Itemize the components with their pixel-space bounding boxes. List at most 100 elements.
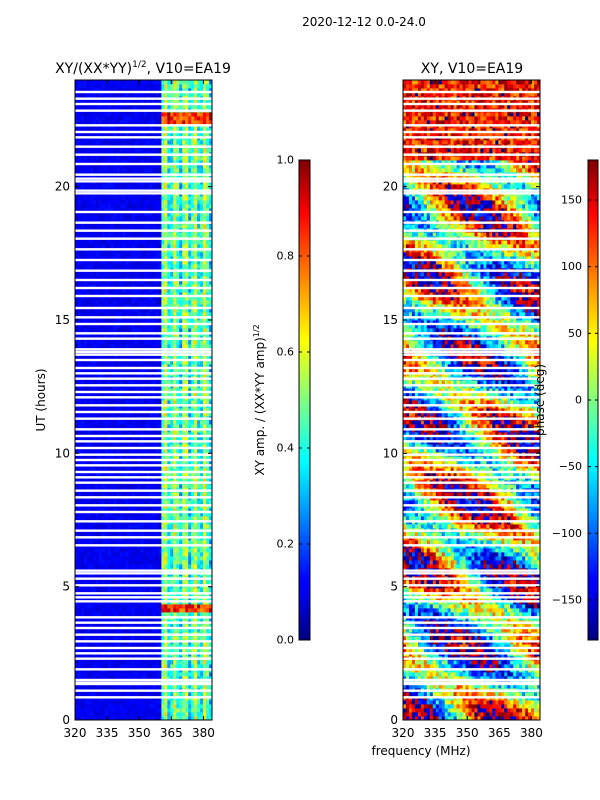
heatmap-cell: [80, 420, 85, 425]
heatmap-cell: [86, 380, 91, 385]
heatmap-cell: [77, 644, 82, 649]
heatmap-cell: [92, 400, 97, 405]
heatmap-cell: [104, 344, 109, 349]
heatmap-cell: [137, 516, 141, 521]
heatmap-cell: [75, 672, 79, 677]
heatmap-cell: [128, 420, 132, 425]
heatmap-cell: [149, 328, 153, 333]
heatmap-cell: [179, 516, 183, 521]
heatmap-cell: [113, 624, 118, 629]
heatmap-cell: [206, 548, 210, 553]
heatmap-cell: [95, 580, 100, 585]
heatmap-cell: [146, 328, 150, 333]
heatmap-cell: [185, 516, 189, 521]
heatmap-cell: [75, 400, 79, 405]
heatmap-cell: [107, 684, 112, 689]
heatmap-cell: [128, 708, 132, 713]
heatmap-cell: [143, 560, 147, 565]
heatmap-cell: [113, 400, 118, 405]
heatmap-cell: [200, 340, 204, 345]
heatmap-cell: [92, 628, 97, 633]
heatmap-cell: [137, 512, 141, 517]
heatmap-cell: [149, 684, 153, 689]
heatmap-cell: [203, 540, 207, 545]
heatmap-cell: [200, 580, 204, 585]
heatmap-cell: [134, 644, 138, 649]
heatmap-cell: [161, 684, 165, 689]
heatmap-cell: [83, 420, 88, 425]
heatmap-cell: [101, 612, 106, 617]
heatmap-cell: [170, 588, 174, 593]
heatmap-cell: [137, 636, 141, 641]
heatmap-cell: [203, 692, 207, 697]
heatmap-cell: [92, 492, 97, 497]
heatmap-cell: [149, 712, 153, 717]
heatmap-cell: [197, 484, 201, 489]
heatmap-cell: [206, 588, 210, 593]
heatmap-cell: [122, 340, 127, 345]
heatmap-cell: [185, 648, 189, 653]
heatmap-cell: [119, 312, 124, 317]
heatmap-cell: [75, 512, 79, 517]
heatmap-cell: [185, 708, 189, 713]
heatmap-cell: [191, 380, 195, 385]
heatmap-cell: [92, 344, 97, 349]
heatmap-cell: [170, 548, 174, 553]
heatmap-cell: [149, 700, 153, 705]
heatmap-cell: [173, 424, 177, 429]
heatmap-cell: [164, 516, 168, 521]
heatmap-cell: [173, 512, 177, 517]
heatmap-cell: [137, 692, 141, 697]
heatmap-cell: [122, 664, 127, 669]
heatmap-cell: [134, 684, 138, 689]
heatmap-cell: [89, 492, 94, 497]
heatmap-cell: [86, 552, 91, 557]
heatmap-cell: [89, 644, 94, 649]
heatmap-cell: [161, 552, 165, 557]
heatmap-cell: [146, 424, 150, 429]
heatmap-cell: [110, 564, 115, 569]
heatmap-cell: [116, 708, 121, 713]
heatmap-cell: [182, 500, 186, 505]
heatmap-cell: [209, 624, 213, 629]
heatmap-cell: [80, 628, 85, 633]
heatmap-cell: [140, 672, 144, 677]
heatmap-cell: [128, 560, 132, 565]
heatmap-cell: [143, 648, 147, 653]
heatmap-cell: [137, 424, 141, 429]
heatmap-cell: [167, 672, 171, 677]
heatmap-cell: [167, 644, 171, 649]
heatmap-cell: [95, 704, 100, 709]
heatmap-cell: [140, 604, 144, 609]
heatmap-cell: [104, 604, 109, 609]
heatmap-cell: [155, 604, 159, 609]
heatmap-cell: [113, 556, 118, 561]
heatmap-cell: [149, 704, 153, 709]
heatmap-cell: [113, 676, 118, 681]
heatmap-cell: [182, 328, 186, 333]
heatmap-cell: [119, 692, 124, 697]
heatmap-cell: [95, 312, 100, 317]
heatmap-cell: [176, 608, 180, 613]
heatmap-cell: [203, 532, 207, 537]
heatmap-cell: [146, 340, 150, 345]
heatmap-cell: [122, 380, 127, 385]
heatmap-cell: [113, 312, 118, 317]
heatmap-cell: [86, 532, 91, 537]
heatmap-cell: [188, 300, 192, 305]
heatmap-cell: [140, 704, 144, 709]
heatmap-cell: [170, 328, 174, 333]
heatmap-cell: [125, 424, 130, 429]
heatmap-cell: [197, 604, 201, 609]
heatmap-cell: [116, 660, 121, 665]
heatmap-cell: [191, 300, 195, 305]
heatmap-cell: [83, 516, 88, 521]
heatmap-cell: [122, 608, 127, 613]
heatmap-cell: [92, 340, 97, 345]
heatmap-cell: [176, 564, 180, 569]
heatmap-cell: [83, 580, 88, 585]
heatmap-cell: [140, 556, 144, 561]
heatmap-cell: [143, 628, 147, 633]
heatmap-cell: [137, 660, 141, 665]
heatmap-cell: [125, 692, 130, 697]
